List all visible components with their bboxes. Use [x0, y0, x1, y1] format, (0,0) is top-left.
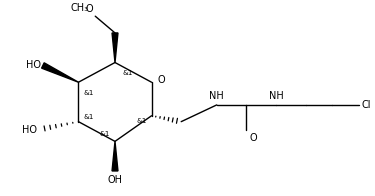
Polygon shape — [112, 33, 118, 63]
Text: HO: HO — [26, 61, 41, 71]
Text: NH: NH — [268, 91, 284, 101]
Text: NH: NH — [209, 91, 224, 101]
Polygon shape — [112, 141, 118, 171]
Text: &1: &1 — [136, 118, 147, 124]
Text: O: O — [86, 4, 93, 14]
Text: &1: &1 — [123, 70, 133, 76]
Text: O: O — [249, 133, 257, 143]
Text: &1: &1 — [83, 114, 94, 120]
Text: OH: OH — [108, 175, 123, 185]
Text: &1: &1 — [100, 132, 110, 137]
Polygon shape — [42, 63, 78, 82]
Text: &1: &1 — [83, 90, 94, 96]
Text: HO: HO — [22, 124, 37, 134]
Text: Cl: Cl — [362, 100, 372, 110]
Text: CH₃: CH₃ — [70, 3, 88, 13]
Text: O: O — [158, 75, 165, 85]
